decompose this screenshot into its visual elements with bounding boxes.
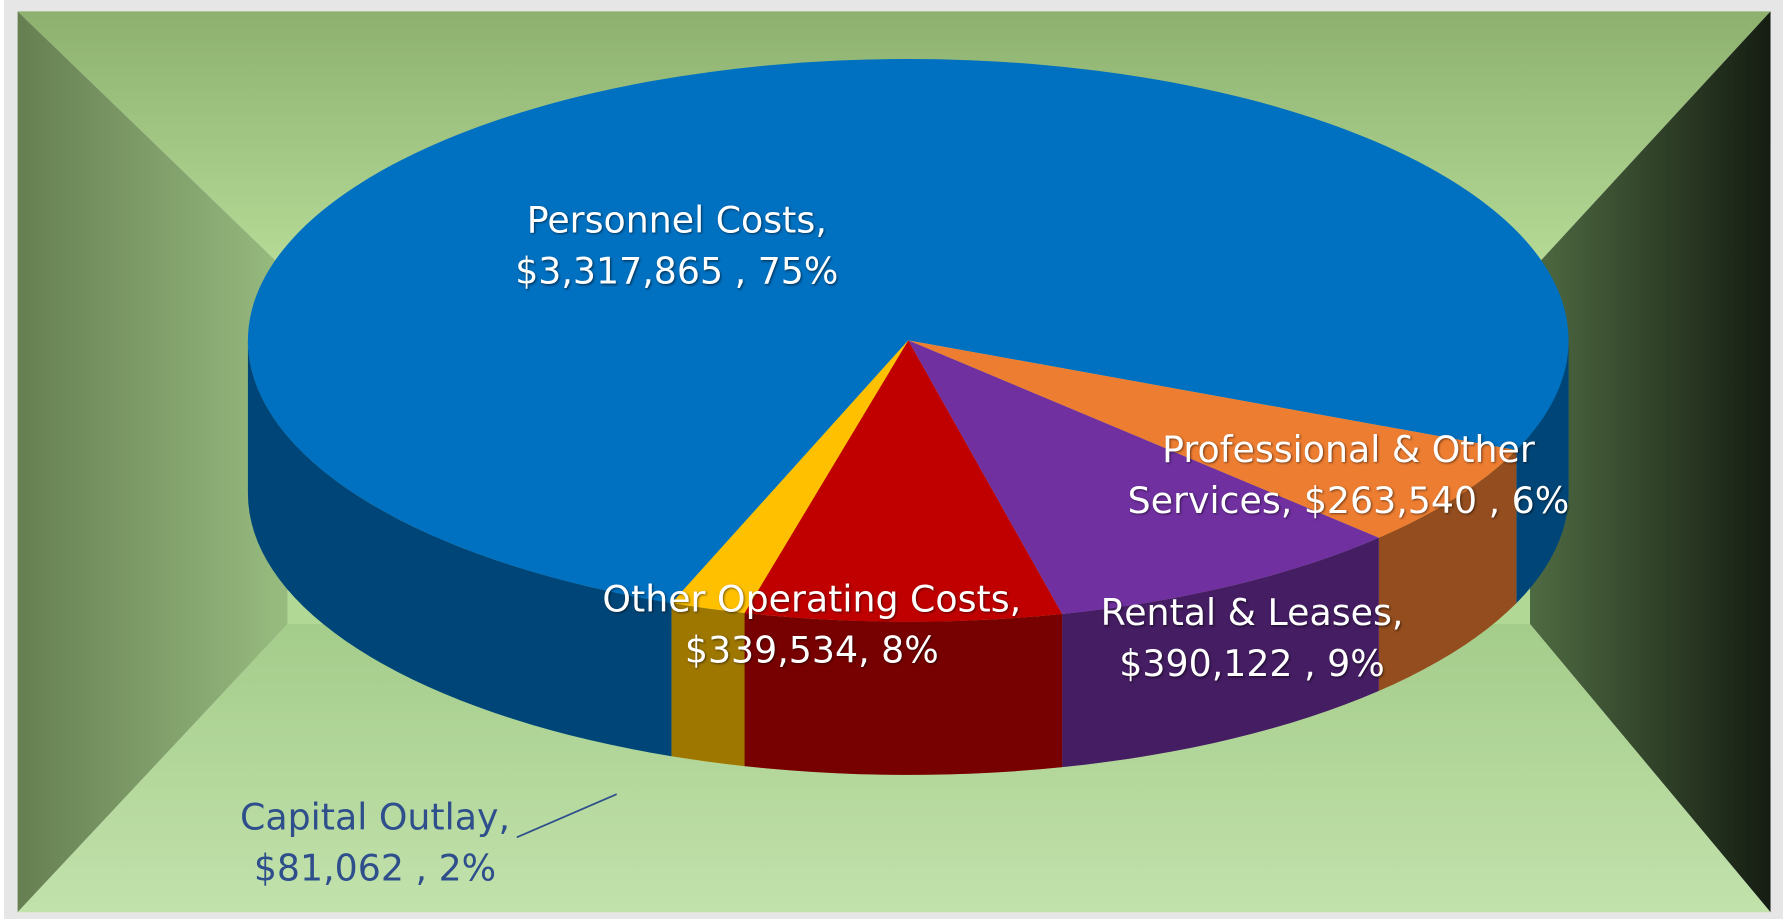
data-label-text: Other Operating Costs, $339,534, 8% <box>568 574 1056 676</box>
slice-side-shade <box>1378 450 1517 691</box>
pie <box>247 58 1569 775</box>
data-label: Capital Outlay, $81,062 , 2% <box>205 792 545 894</box>
slice-side <box>1062 537 1379 768</box>
slice-side-shade <box>744 612 1063 775</box>
category-label: Rental & Leases, <box>1100 591 1404 635</box>
bg-left <box>17 11 288 913</box>
slice-side <box>247 340 672 757</box>
slice-side-shade <box>1062 537 1379 768</box>
slice-side-shade <box>1516 340 1569 604</box>
slice <box>908 340 1379 614</box>
value-label: $390,122 , 9% <box>1119 641 1385 686</box>
slice-side-shade <box>247 340 672 757</box>
category-label: Other Operating Costs, <box>602 577 1022 621</box>
bg-right <box>1529 11 1771 913</box>
slice-side-shade <box>671 603 745 767</box>
value-label: $3,317,865 , 75% <box>515 249 839 293</box>
data-label: Personnel Costs, $3,317,865 , 75% <box>490 195 864 297</box>
data-label: Other Operating Costs, $339,534, 8% <box>568 574 1056 676</box>
slice <box>671 340 909 613</box>
data-label: Professional & Other Services, $263,540 … <box>1093 424 1604 526</box>
value-label: $339,534, 8% <box>684 628 939 672</box>
value-label: $81,062 , 2% <box>253 846 497 890</box>
leader-line <box>516 793 618 839</box>
category-label: Capital Outlay, <box>239 795 511 839</box>
slice-side <box>1516 340 1569 604</box>
slice-side <box>1378 450 1517 691</box>
category-label: Personnel Costs, <box>526 198 827 242</box>
data-label-text: Capital Outlay, $81,062 , 2% <box>205 792 545 894</box>
labels: Personnel Costs, $3,317,865 , 75% Profess… <box>205 195 1604 894</box>
category-label: Professional & Other Services, <box>1127 427 1535 522</box>
slice-side <box>671 603 745 767</box>
slice-side <box>744 612 1063 775</box>
slice <box>247 58 1569 604</box>
data-label-text: Professional & Other Services, $263,540 … <box>1093 424 1604 526</box>
slice <box>908 340 1517 538</box>
data-label-text: Personnel Costs, $3,317,865 , 75% <box>490 195 864 297</box>
data-label-text: Rental & Leases, $390,122 , 9% <box>1065 588 1439 690</box>
value-label: $263,540 , 6% <box>1303 478 1570 522</box>
data-label: Rental & Leases, $390,122 , 9% <box>1065 588 1439 690</box>
slice <box>744 340 1063 622</box>
